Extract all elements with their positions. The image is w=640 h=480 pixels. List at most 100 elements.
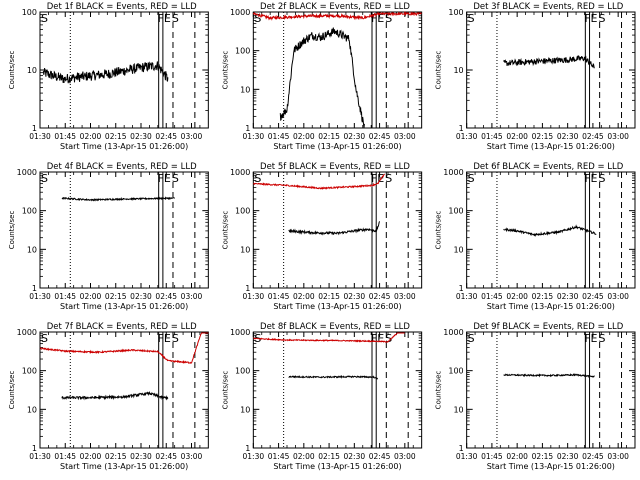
y-tick-label: 1 [245, 124, 250, 133]
x-tick-label: 02:45 [369, 292, 391, 301]
x-tick-label: 01:30 [456, 292, 478, 301]
x-axis-label: Start Time (13-Apr-15 01:26:00) [60, 302, 188, 311]
plot-frame [466, 331, 636, 449]
events-series-line [61, 196, 176, 202]
panel-title: Det 3f BLACK = Events, RED = LLD [473, 2, 623, 12]
detector-panel-1: Det 1f BLACK = Events, RED = LLD 1 10 100 01… [8, 2, 209, 151]
marker-letter-end: E [377, 12, 384, 25]
x-tick-label: 02:45 [369, 132, 391, 141]
y-tick-label: 10 [453, 245, 463, 254]
marker-letter-start: S [41, 332, 48, 345]
y-tick-label: 1 [459, 284, 464, 293]
y-tick-label: 100 [448, 207, 463, 216]
marker-letter-flare: F [371, 172, 377, 185]
x-tick-label: 02:30 [344, 292, 366, 301]
x-tick-label: 02:30 [130, 452, 152, 461]
x-tick-label: 02:15 [318, 132, 340, 141]
marker-letter-flare: F [584, 172, 590, 185]
x-tick-label: 02:45 [582, 452, 604, 461]
y-axis-label: Counts/sec [435, 371, 443, 410]
x-tick-label: 02:15 [318, 292, 340, 301]
marker-letter-start: S [254, 12, 261, 25]
marker-letter-end: E [591, 12, 598, 25]
y-tick-label: 1 [245, 444, 250, 453]
marker-letter-end-s: S [599, 332, 606, 345]
x-tick-label: 03:00 [607, 452, 629, 461]
lld-series-line [253, 173, 386, 190]
marker-letter-flare: F [158, 172, 164, 185]
y-tick-label: 1 [32, 444, 37, 453]
x-tick-label: 02:15 [532, 132, 554, 141]
y-tick-label: 1000 [443, 168, 463, 177]
x-tick-label: 01:30 [243, 452, 265, 461]
lld-series-line [252, 11, 422, 21]
marker-letter-start: S [41, 172, 48, 185]
y-axis-label: Counts/sec [221, 211, 229, 250]
events-series-line [503, 373, 595, 379]
marker-letter-start: S [254, 172, 261, 185]
marker-letter-flare: F [158, 12, 164, 25]
panel-title: Det 6f BLACK = Events, RED = LLD [473, 162, 623, 172]
x-tick-label: 02:15 [105, 132, 127, 141]
y-tick-label: 1000 [443, 328, 463, 337]
y-tick-label: 1 [459, 124, 464, 133]
x-tick-label: 02:15 [532, 452, 554, 461]
x-tick-label: 02:00 [506, 292, 528, 301]
marker-letter-end-s: S [172, 332, 179, 345]
x-tick-label: 01:45 [268, 292, 290, 301]
y-tick-label: 10 [27, 405, 37, 414]
y-tick-label: 10 [453, 66, 463, 75]
x-tick-label: 01:30 [456, 132, 478, 141]
lld-series-line [39, 332, 209, 365]
y-axis-label: Counts/sec [221, 371, 229, 410]
x-tick-label: 02:45 [155, 132, 177, 141]
y-tick-label: 1000 [230, 8, 250, 17]
marker-letter-end-s: S [172, 12, 179, 25]
x-tick-label: 02:45 [155, 452, 177, 461]
y-tick-label: 1000 [17, 168, 37, 177]
x-tick-label: 02:30 [130, 292, 152, 301]
x-tick-label: 02:00 [80, 292, 102, 301]
y-tick-label: 100 [22, 207, 37, 216]
events-series-line [61, 390, 169, 401]
marker-letter-end: E [591, 332, 598, 345]
y-tick-label: 100 [235, 207, 250, 216]
marker-letter-end-s: S [385, 332, 392, 345]
x-axis-label: Start Time (13-Apr-15 01:26:00) [273, 462, 401, 471]
marker-letter-end: E [377, 332, 384, 345]
x-axis-label: Start Time (13-Apr-15 01:26:00) [487, 302, 615, 311]
x-tick-label: 02:45 [582, 132, 604, 141]
x-tick-label: 02:30 [557, 132, 579, 141]
marker-letter-end: E [164, 12, 171, 25]
x-tick-label: 02:30 [344, 452, 366, 461]
events-series-line [42, 61, 169, 84]
detector-panel-4: Det 4f BLACK = Events, RED = LLD 1 10 100 10… [8, 162, 209, 311]
x-tick-label: 02:45 [155, 292, 177, 301]
y-tick-label: 1000 [230, 328, 250, 337]
detector-panel-5: Det 5f BLACK = Events, RED = LLD 1 10 100 10… [221, 162, 423, 311]
y-tick-label: 10 [453, 405, 463, 414]
panel-title: Det 9f BLACK = Events, RED = LLD [473, 322, 623, 332]
panel-title: Det 7f BLACK = Events, RED = LLD [47, 322, 197, 332]
events-series-line [503, 224, 597, 237]
panel-title: Det 5f BLACK = Events, RED = LLD [260, 162, 410, 172]
x-tick-label: 02:45 [582, 292, 604, 301]
y-tick-label: 100 [235, 47, 250, 56]
x-tick-label: 03:00 [607, 292, 629, 301]
x-tick-label: 02:00 [506, 132, 528, 141]
x-tick-label: 01:30 [456, 452, 478, 461]
x-tick-label: 02:00 [293, 452, 315, 461]
y-tick-label: 10 [240, 85, 250, 94]
panel-title: Det 2f BLACK = Events, RED = LLD [260, 2, 410, 12]
x-tick-label: 01:45 [54, 292, 76, 301]
y-axis-label: Counts/sec [435, 51, 443, 90]
x-tick-label: 02:00 [80, 132, 102, 141]
x-tick-label: 01:45 [481, 452, 503, 461]
x-tick-label: 02:15 [105, 452, 127, 461]
x-tick-label: 01:30 [29, 452, 51, 461]
x-tick-label: 03:00 [181, 132, 203, 141]
x-tick-label: 02:00 [293, 132, 315, 141]
detector-panel-7: Det 7f BLACK = Events, RED = LLD 1 10 100 10… [8, 322, 209, 471]
panel-title: Det 8f BLACK = Events, RED = LLD [260, 322, 410, 332]
